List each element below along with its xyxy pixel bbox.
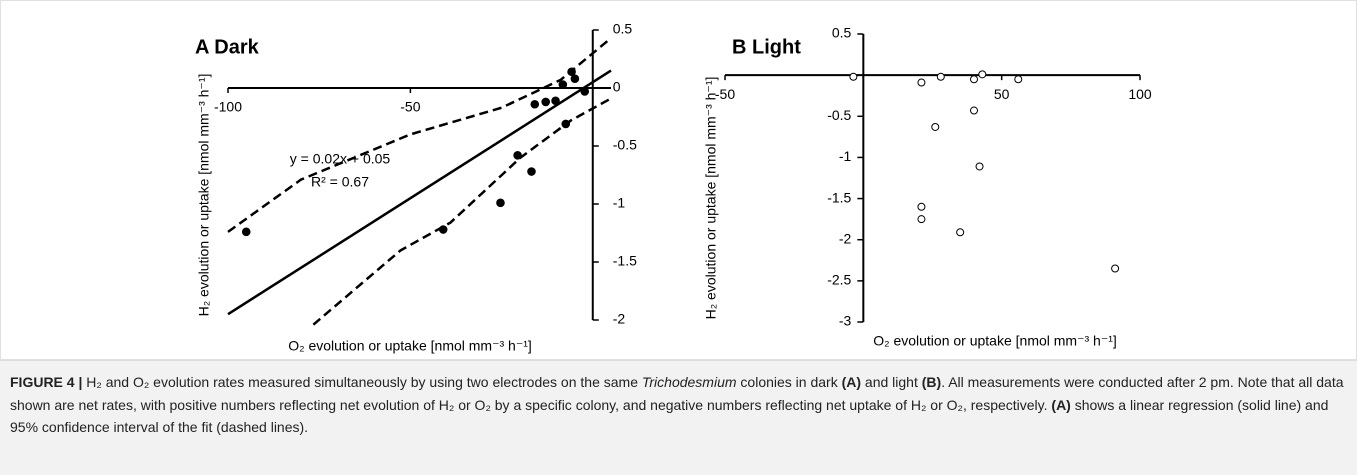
annotation: R² = 0.67 [311,174,369,190]
data-point [496,198,505,208]
y-tick-label: -0.5 [827,107,851,123]
x-tick-label: 50 [994,86,1010,102]
caption-text: shows a linear regression (solid line) a… [10,396,1329,436]
data-point [936,72,945,81]
regression-line [227,69,612,316]
panel-ref: (A) [1051,396,1071,413]
panel-ref: (B) [921,374,942,390]
data-point [970,75,978,84]
caption-italic: Trichodesmium [641,374,737,390]
data-point [956,228,965,237]
data-point [1111,264,1120,273]
panel-title: B Light [732,36,801,58]
data-point [849,72,858,81]
figure-label: FIGURE 4 | [10,374,83,390]
data-point [978,70,987,79]
y-tick-label: 0 [613,79,621,95]
y-tick-label: 0.5 [613,21,633,37]
y-axis-label: H₂ evolution or uptake [nmol mm⁻³ h⁻¹] [196,74,212,317]
panel-ref: (A) [841,374,862,390]
x-axis-label: O₂ evolution or uptake [nmol mm⁻³ h⁻¹] [288,338,532,354]
y-tick-label: -2 [613,311,626,327]
y-tick-label: -1.5 [827,189,851,205]
caption-text: H₂ and O₂ evolution rates measured simul… [82,374,642,390]
data-point [527,167,536,176]
caption: FIGURE 4 | H₂ and O₂ evolution rates mea… [0,360,1357,475]
y-axis-label: H₂ evolution or uptake [nmol mm⁻³ h⁻¹] [703,77,719,320]
x-tick-label: -50 [400,99,420,115]
caption-text: colonies in dark [736,374,842,390]
data-point [917,215,926,224]
data-point [1014,75,1023,84]
data-point [570,74,580,84]
data-point [917,78,926,87]
data-point [541,97,551,107]
y-tick-label: -2.5 [827,272,851,288]
figure: A Dark -100 -50 0.5 0 -0.5 -1 -1.5 -2 O₂ evolutio… [0,0,1357,360]
y-tick-label: 0.5 [832,25,852,41]
data-point [558,80,568,89]
caption-text: and light [861,374,922,390]
confidence-line [227,37,612,233]
x-tick-label: -50 [715,86,735,102]
annotation: y = 0.02x + 0.05 [290,151,391,167]
caption-text: . All measurements were conducted after … [10,374,1344,413]
y-tick-label: -2 [839,230,852,246]
y-tick-label: -1 [839,148,852,164]
y-tick-label: -3 [839,313,852,329]
x-axis-label: O₂ evolution or uptake [nmol mm⁻³ h⁻¹] [873,333,1117,349]
y-tick-label: -0.5 [613,137,637,153]
confidence-line [312,97,612,326]
x-tick-label: 100 [1128,86,1152,102]
data-point [917,202,926,211]
y-tick-label: -1 [613,195,626,211]
data-point [530,99,540,109]
data-point [970,106,978,115]
data-point [931,122,940,131]
panel-title: A Dark [195,36,260,58]
y-tick-label: -1.5 [613,253,637,269]
data-point [241,227,251,237]
x-tick-label: -100 [214,99,242,115]
data-point [975,162,984,171]
